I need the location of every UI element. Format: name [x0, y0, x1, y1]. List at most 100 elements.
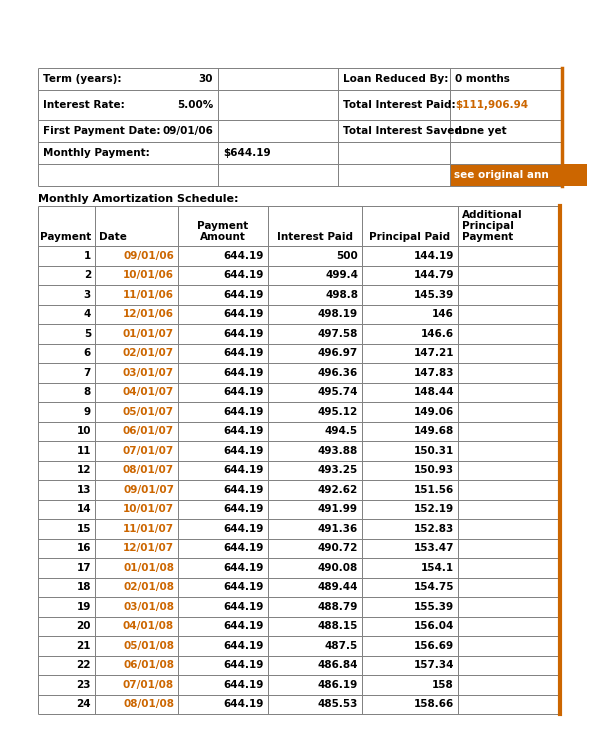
Text: First Payment Date:: First Payment Date:	[43, 126, 161, 136]
Text: 644.19: 644.19	[224, 407, 264, 417]
Text: 485.53: 485.53	[317, 699, 358, 710]
Text: 644.19: 644.19	[224, 543, 264, 553]
Text: 158: 158	[432, 680, 454, 690]
Text: 152.19: 152.19	[414, 504, 454, 514]
Text: 30: 30	[199, 74, 213, 84]
Text: 489.44: 489.44	[317, 583, 358, 592]
Text: 644.19: 644.19	[224, 446, 264, 456]
Text: 12: 12	[77, 465, 91, 475]
Text: 644.19: 644.19	[224, 621, 264, 631]
Text: 16: 16	[77, 543, 91, 553]
Text: 644.19: 644.19	[224, 250, 264, 261]
Text: 08/01/07: 08/01/07	[123, 465, 174, 475]
Text: Term (years):: Term (years):	[43, 74, 121, 84]
Text: Additional: Additional	[462, 210, 523, 220]
Text: $111,906.94: $111,906.94	[455, 100, 528, 110]
Text: 09/01/07: 09/01/07	[123, 485, 174, 495]
Text: 493.88: 493.88	[318, 446, 358, 456]
Text: 644.19: 644.19	[224, 583, 264, 592]
Text: 154.75: 154.75	[413, 583, 454, 592]
Text: 499.4: 499.4	[325, 270, 358, 280]
Text: 147.21: 147.21	[413, 348, 454, 358]
Text: Amount: Amount	[200, 232, 246, 242]
Text: 498.19: 498.19	[318, 310, 358, 319]
Text: 3: 3	[84, 290, 91, 300]
Text: 154.1: 154.1	[421, 563, 454, 573]
Text: 644.19: 644.19	[224, 563, 264, 573]
Text: Monthly Amortization Schedule:: Monthly Amortization Schedule:	[38, 194, 239, 204]
Text: 488.79: 488.79	[317, 602, 358, 612]
Text: Total Interest Paid:: Total Interest Paid:	[343, 100, 455, 110]
Text: 06/01/08: 06/01/08	[123, 660, 174, 670]
Text: 1: 1	[84, 250, 91, 261]
Text: Principal: Principal	[462, 221, 514, 231]
Text: Payment: Payment	[197, 221, 248, 231]
Text: 488.15: 488.15	[317, 621, 358, 631]
Text: 153.47: 153.47	[413, 543, 454, 553]
Text: 09/01/06: 09/01/06	[123, 250, 174, 261]
Text: 03/01/07: 03/01/07	[123, 368, 174, 377]
Text: 487.5: 487.5	[325, 641, 358, 650]
Text: 149.06: 149.06	[414, 407, 454, 417]
Text: 24: 24	[76, 699, 91, 710]
Text: Principal Paid: Principal Paid	[370, 232, 451, 242]
Text: none yet: none yet	[455, 126, 506, 136]
Text: 149.68: 149.68	[414, 426, 454, 437]
Text: 150.31: 150.31	[414, 446, 454, 456]
Text: 6: 6	[84, 348, 91, 358]
Text: 490.08: 490.08	[318, 563, 358, 573]
Text: 498.8: 498.8	[325, 290, 358, 300]
Text: 147.83: 147.83	[413, 368, 454, 377]
Text: 06/01/07: 06/01/07	[123, 426, 174, 437]
Text: $644.19: $644.19	[223, 148, 271, 158]
Text: Payment: Payment	[40, 232, 91, 242]
Text: Interest Paid: Interest Paid	[277, 232, 353, 242]
Text: 2: 2	[84, 270, 91, 280]
Text: 486.19: 486.19	[318, 680, 358, 690]
Text: 145.39: 145.39	[414, 290, 454, 300]
Text: 155.39: 155.39	[414, 602, 454, 612]
Text: 7: 7	[83, 368, 91, 377]
Text: 03/01/08: 03/01/08	[123, 602, 174, 612]
Text: 494.5: 494.5	[325, 426, 358, 437]
Text: 644.19: 644.19	[224, 523, 264, 534]
Text: 148.44: 148.44	[413, 387, 454, 397]
Text: 13: 13	[77, 485, 91, 495]
Text: 496.97: 496.97	[318, 348, 358, 358]
Text: 150.93: 150.93	[414, 465, 454, 475]
Text: 496.36: 496.36	[318, 368, 358, 377]
Text: 17: 17	[76, 563, 91, 573]
Text: 644.19: 644.19	[224, 465, 264, 475]
Text: 644.19: 644.19	[224, 290, 264, 300]
Text: 5.00%: 5.00%	[177, 100, 213, 110]
Text: 9: 9	[84, 407, 91, 417]
Text: 08/01/08: 08/01/08	[123, 699, 174, 710]
Text: 495.74: 495.74	[317, 387, 358, 397]
Text: Interest Rate:: Interest Rate:	[43, 100, 125, 110]
Text: 09/01/06: 09/01/06	[162, 126, 213, 136]
Text: 644.19: 644.19	[224, 641, 264, 650]
Text: 0 months: 0 months	[455, 74, 510, 84]
Text: 644.19: 644.19	[224, 328, 264, 339]
Text: 495.12: 495.12	[318, 407, 358, 417]
Text: 644.19: 644.19	[224, 270, 264, 280]
Text: 644.19: 644.19	[224, 485, 264, 495]
Text: 21: 21	[77, 641, 91, 650]
Text: 497.58: 497.58	[317, 328, 358, 339]
Text: 01/01/08: 01/01/08	[123, 563, 174, 573]
Text: 10/01/07: 10/01/07	[123, 504, 174, 514]
Text: 151.56: 151.56	[414, 485, 454, 495]
Text: 05/01/08: 05/01/08	[123, 641, 174, 650]
Text: see original ann: see original ann	[454, 170, 549, 180]
Text: 02/01/07: 02/01/07	[123, 348, 174, 358]
Text: 644.19: 644.19	[224, 699, 264, 710]
Text: 158.66: 158.66	[414, 699, 454, 710]
Text: 644.19: 644.19	[224, 504, 264, 514]
Text: 491.36: 491.36	[318, 523, 358, 534]
Text: 644.19: 644.19	[224, 387, 264, 397]
Text: 644.19: 644.19	[224, 348, 264, 358]
Text: Date: Date	[99, 232, 127, 242]
Text: 644.19: 644.19	[224, 310, 264, 319]
Text: 644.19: 644.19	[224, 660, 264, 670]
Text: 15: 15	[77, 523, 91, 534]
